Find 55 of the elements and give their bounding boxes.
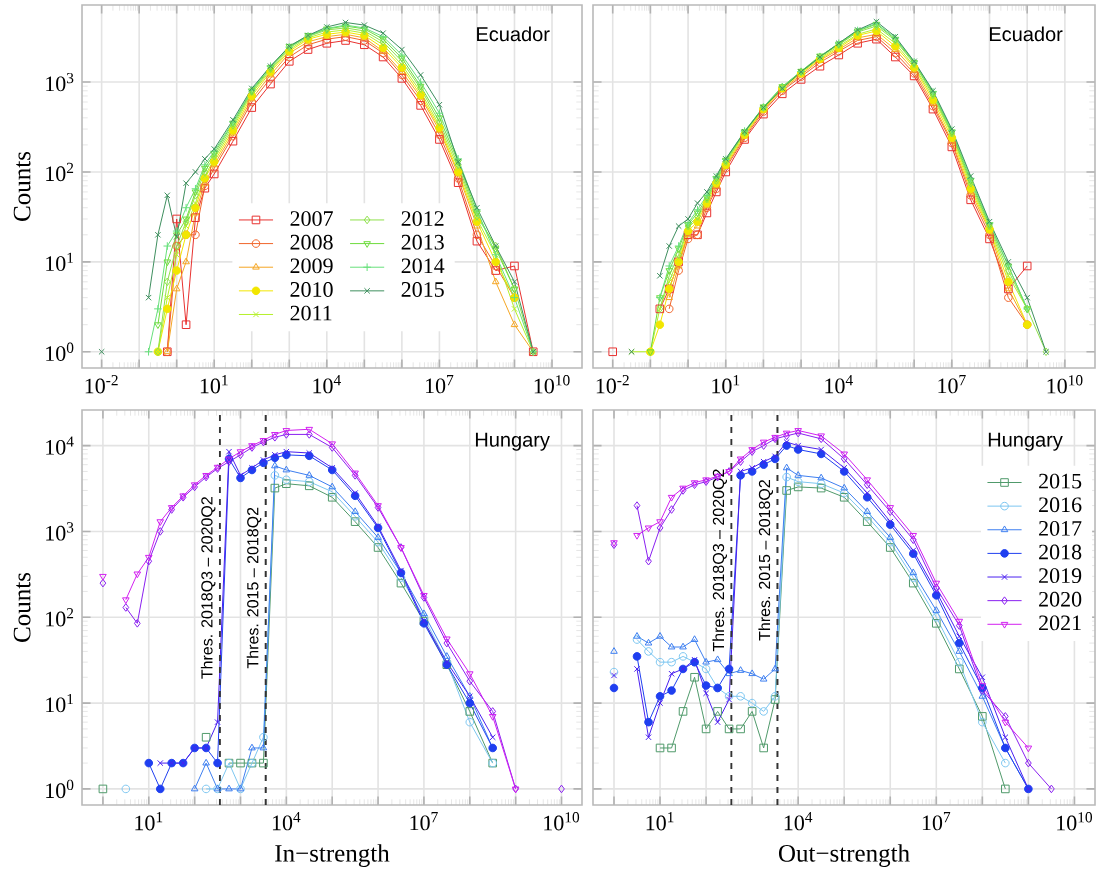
text: Ecuador (989, 26, 1063, 42)
x-tick-label: 10$^{4}$ (313, 375, 341, 394)
y-tick-label: 10$^{0}$ (46, 342, 74, 361)
legend-label: 2011 (290, 305, 332, 321)
y-axis-title: Counts (13, 572, 31, 642)
x-tick-label: 10$^{7}$ (410, 812, 438, 831)
text: Hungary (988, 432, 1063, 451)
x-tick-label: 10$^{10}$ (1047, 375, 1083, 394)
x-tick-label: 10$^{-2}$ (85, 375, 118, 394)
legend-label: 2010 (290, 282, 333, 297)
y-tick-label: 10$^{1}$ (46, 693, 74, 713)
legend-label: 2017 (1039, 520, 1082, 536)
x-tick-label: 10$^{10}$ (1057, 812, 1093, 831)
x-tick-label: 10$^{7}$ (426, 375, 454, 394)
y-tick-label: 10$^{3}$ (46, 72, 74, 92)
x-tick-label: 10$^{4}$ (784, 812, 813, 831)
legend-label: 2014 (401, 258, 445, 274)
ref-line-label: Thres. 2015 – 2018Q2 (758, 480, 774, 641)
legend-label: 2018 (1039, 544, 1082, 560)
legend-label: 2016 (1039, 497, 1082, 513)
legend-label: 2020 (1039, 591, 1082, 607)
y-axis-title: Counts (13, 151, 31, 221)
x-axis-title: Out−strength (778, 844, 910, 867)
legend-label: 2013 (401, 234, 444, 250)
legend-label: 2019 (1039, 568, 1082, 584)
y-tick-label: 10$^{2}$ (46, 162, 74, 182)
y-tick-label: 10$^{3}$ (46, 522, 74, 541)
x-tick-label: 10$^{7}$ (922, 812, 951, 831)
y-tick-label: 10$^{2}$ (46, 608, 74, 627)
x-tick-label: 10$^{1}$ (200, 375, 228, 394)
x-axis-title: In−strength (275, 844, 390, 867)
x-tick-label: 10$^{-2}$ (596, 375, 629, 394)
x-tick-label: 10$^{1}$ (712, 375, 740, 394)
legend-label: 2021 (1039, 615, 1081, 631)
text: Ecuador (477, 26, 550, 42)
ref-line-label: Thres. 2018Q3 – 2020Q2 (712, 469, 727, 652)
legend-label: 2015 (1039, 473, 1082, 489)
legend-label: 2009 (290, 258, 333, 274)
x-tick-label: 10$^{4}$ (272, 812, 301, 831)
x-tick-label: 10$^{7}$ (938, 375, 966, 394)
ref-line-label: Thres. 2015 – 2018Q2 (246, 507, 262, 669)
x-tick-label: 10$^{1}$ (646, 812, 674, 831)
y-tick-label: 10$^{1}$ (46, 252, 74, 272)
legend-label: 2015 (401, 282, 444, 297)
text: Hungary (475, 432, 550, 451)
y-tick-label: 10$^{4}$ (46, 436, 74, 455)
x-tick-label: 10$^{4}$ (825, 375, 853, 394)
x-tick-label: 10$^{1}$ (135, 812, 163, 831)
y-tick-label: 10$^{0}$ (46, 779, 74, 799)
legend-label: 2008 (290, 234, 333, 250)
legend-label: 2012 (401, 211, 444, 226)
legend-label: 2007 (290, 211, 333, 226)
x-tick-label: 10$^{10}$ (544, 812, 580, 831)
x-tick-label: 10$^{10}$ (534, 375, 570, 394)
ref-line-label: Thres. 2018Q3 – 2020Q2 (200, 497, 216, 679)
